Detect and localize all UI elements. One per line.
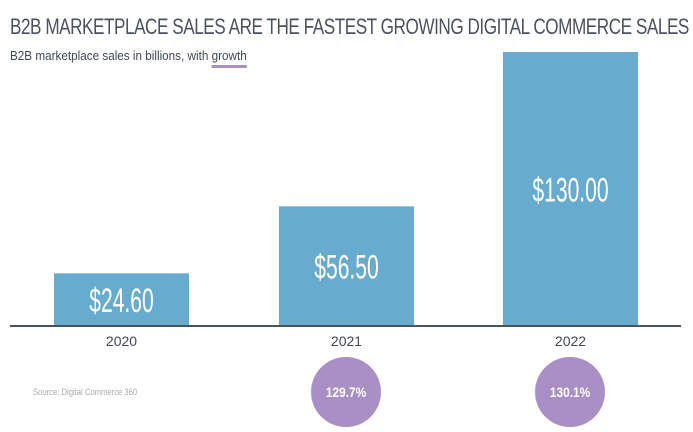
growth-label: 129.7% [326,384,367,400]
bar-value-label: $56.50 [314,247,378,285]
growth-badges: 129.7% 130.1% [311,357,605,427]
bar-2021 [279,206,414,325]
bars-group: $24.60 $56.50 $130.00 [54,52,638,325]
x-tick-label: 2020 [106,333,137,349]
x-tick-labels: 2020 2021 2022 [106,333,586,349]
chart-title: B2B MARKETPLACE SALES ARE THE FASTEST GR… [10,14,693,39]
subtitle-text: B2B marketplace sales in billions, with [10,48,212,63]
growth-label: 130.1% [550,384,591,400]
growth-badge-2021 [311,357,381,427]
bar-2020 [54,273,189,325]
x-tick-label: 2021 [331,333,362,349]
growth-badge-2022 [535,357,605,427]
x-tick-label: 2022 [555,333,586,349]
chart-subtitle: B2B marketplace sales in billions, with … [10,48,247,68]
bar-2022 [503,52,638,325]
source-note: Source: Digital Commerce 360 [33,387,138,397]
subtitle-growth-highlight: growth [211,48,247,68]
bar-value-label: $24.60 [89,281,153,319]
bar-value-label: $130.00 [532,170,608,208]
